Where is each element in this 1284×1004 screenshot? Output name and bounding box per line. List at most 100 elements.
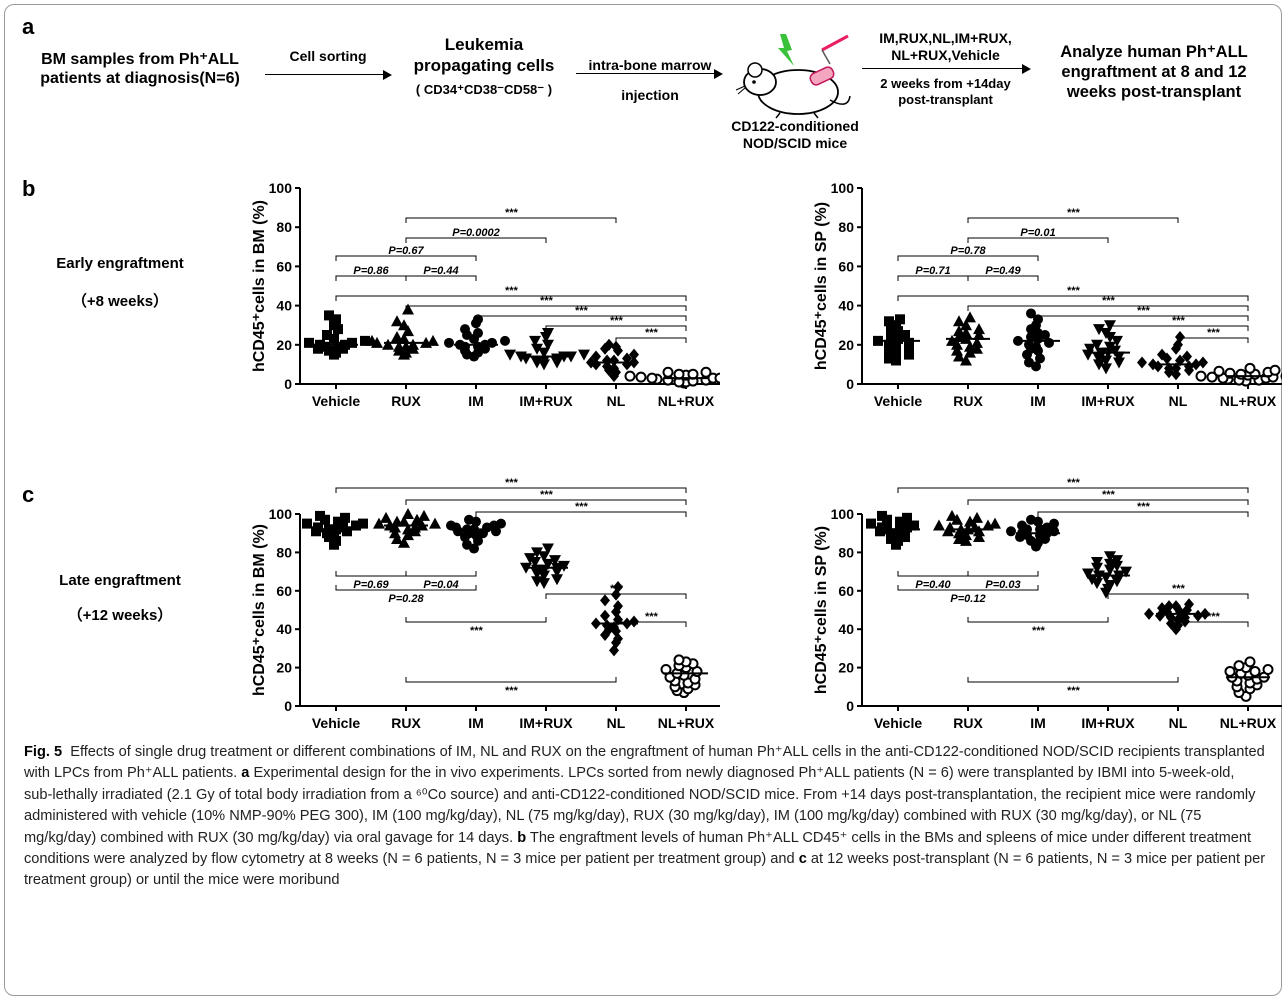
data-point — [1153, 360, 1163, 373]
data-point — [1269, 364, 1281, 376]
data-point — [529, 335, 541, 347]
data-point — [1233, 660, 1245, 672]
x-tick-label: NL+RUX — [658, 393, 715, 409]
significance-label: P=0.03 — [985, 579, 1020, 591]
x-tick-label: NL — [607, 393, 626, 409]
significance-label: *** — [1102, 489, 1116, 501]
significance-bracket — [475, 315, 687, 321]
data-point — [1093, 359, 1105, 371]
data-point — [973, 329, 985, 340]
series-group — [304, 310, 370, 360]
significance-label: *** — [1207, 611, 1221, 623]
significance-label: P=0.67 — [388, 245, 424, 257]
data-point — [600, 594, 610, 607]
series-group — [586, 338, 639, 383]
data-point — [971, 511, 983, 523]
late-engraftment-sub: （+12 weeks） — [67, 607, 173, 624]
data-point — [329, 333, 339, 344]
significance-bracket — [405, 237, 547, 243]
panel-a-letter: a — [22, 14, 35, 39]
data-point — [389, 527, 401, 539]
data-point — [1244, 362, 1256, 374]
data-point — [1091, 562, 1103, 574]
data-point — [538, 347, 550, 359]
significance-bracket — [545, 593, 687, 599]
caption-a-text: Experimental design for the in vivo expe… — [24, 765, 1256, 846]
data-point — [542, 328, 554, 340]
x-tick-label: Vehicle — [874, 393, 922, 409]
panel-c-letter: c — [22, 482, 35, 507]
caption-c-label: c — [798, 851, 807, 868]
significance-bracket — [545, 325, 687, 331]
data-point — [351, 520, 361, 531]
data-point — [1137, 356, 1147, 369]
data-point — [900, 330, 910, 340]
data-point — [893, 326, 903, 337]
data-point — [322, 330, 332, 340]
data-point — [1184, 360, 1194, 373]
data-point — [446, 520, 456, 531]
data-point — [635, 371, 647, 383]
data-point — [1200, 607, 1210, 620]
data-point — [515, 351, 527, 363]
data-point — [1100, 363, 1112, 375]
x-tick-label: NL — [1169, 393, 1188, 409]
y-axis-label: hCD45⁺cells in BM (%) — [251, 200, 268, 372]
data-point — [866, 518, 876, 529]
series-group — [1082, 320, 1125, 375]
data-point — [960, 354, 972, 366]
significance-bracket — [967, 571, 1039, 577]
caption-b-text: The engraftment levels of human Ph⁺ALL C… — [24, 829, 1252, 868]
series-group — [1006, 514, 1059, 552]
data-point — [382, 338, 394, 350]
data-point — [700, 366, 712, 378]
y-axis-label: hCD45⁺cells in SP (%) — [813, 202, 830, 370]
data-point — [398, 319, 410, 331]
data-point — [1224, 665, 1236, 677]
data-point — [629, 348, 639, 361]
data-point — [531, 343, 543, 355]
significance-bracket — [1037, 511, 1249, 517]
y-tick-label: 20 — [276, 660, 292, 676]
caption-fig-label: Fig. 5 — [24, 744, 63, 760]
data-point — [473, 328, 483, 339]
significance-bracket — [405, 677, 617, 683]
data-point — [373, 517, 385, 529]
data-point — [558, 560, 570, 572]
significance-label: *** — [540, 295, 554, 307]
data-point — [886, 533, 896, 544]
data-point — [565, 351, 577, 363]
significance-label: P=0.71 — [915, 265, 950, 277]
data-point — [333, 341, 343, 352]
y-tick-label: 100 — [269, 180, 293, 196]
data-point — [302, 518, 312, 529]
data-point — [1111, 335, 1123, 347]
x-tick-label: IM — [468, 393, 484, 409]
data-point — [331, 347, 341, 358]
significance-label: *** — [1102, 295, 1116, 307]
data-point — [360, 335, 370, 346]
x-tick-label: IM+RUX — [519, 393, 573, 409]
data-point — [1049, 518, 1059, 529]
y-tick-label: 100 — [269, 506, 293, 522]
series-group — [1224, 656, 1274, 702]
data-point — [487, 337, 497, 348]
mouse-label: CD122-conditioned NOD/SCID mice — [715, 118, 875, 152]
data-point — [1026, 514, 1036, 525]
x-tick-label: RUX — [391, 715, 421, 731]
series-group — [446, 514, 506, 554]
significance-label: P=0.49 — [985, 265, 1021, 277]
arrow-label-injection: intra-bone marrow injection — [575, 50, 725, 110]
significance-label: P=0.69 — [353, 579, 389, 591]
data-point — [1084, 343, 1096, 355]
data-point — [1171, 600, 1181, 613]
data-point — [611, 366, 621, 379]
significance-bracket — [335, 571, 407, 577]
significance-bracket — [897, 585, 1039, 591]
significance-label: *** — [470, 625, 484, 637]
data-point — [1235, 368, 1247, 380]
data-point — [953, 325, 965, 337]
data-point — [904, 337, 914, 348]
data-point — [324, 310, 334, 321]
